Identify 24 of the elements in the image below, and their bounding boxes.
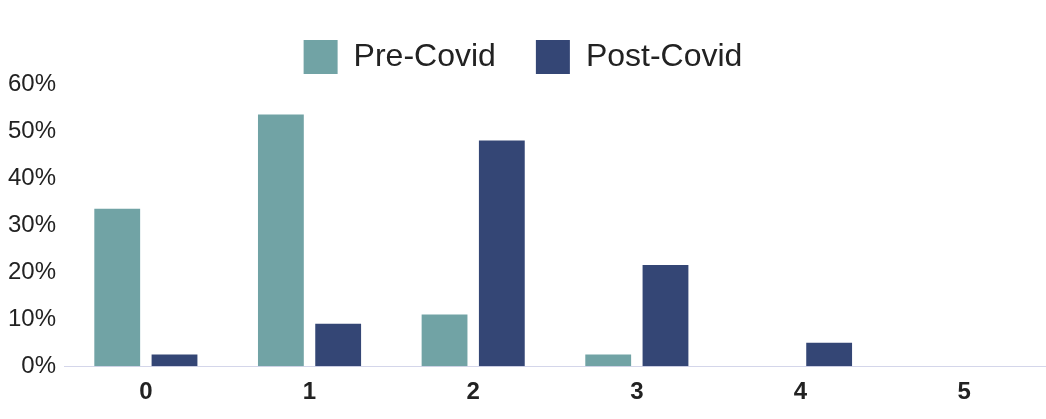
x-tick-label: 0 [139, 377, 153, 405]
bar [94, 208, 141, 367]
bar [806, 342, 853, 367]
legend-label: Post-Covid [585, 36, 743, 73]
legend-label: Pre-Covid [353, 36, 496, 73]
bar [151, 354, 198, 367]
y-tick-label: 20% [7, 256, 57, 284]
bar [421, 314, 468, 367]
y-tick-label: 60% [7, 68, 57, 96]
y-tick-label: 30% [7, 209, 57, 237]
bar [642, 265, 689, 367]
y-tick-label: 40% [7, 162, 57, 190]
x-tick-label: 1 [302, 377, 317, 405]
bar [315, 323, 362, 367]
bar [257, 114, 304, 367]
y-tick-label: 0% [21, 350, 57, 378]
x-tick-label: 3 [630, 377, 644, 405]
y-tick-label: 50% [7, 115, 57, 143]
x-tick-label: 4 [793, 377, 808, 405]
x-tick-label: 2 [466, 377, 480, 405]
x-tick-label: 5 [957, 377, 971, 405]
y-tick-label: 10% [7, 303, 57, 331]
bar [478, 140, 525, 367]
bar [585, 354, 632, 367]
